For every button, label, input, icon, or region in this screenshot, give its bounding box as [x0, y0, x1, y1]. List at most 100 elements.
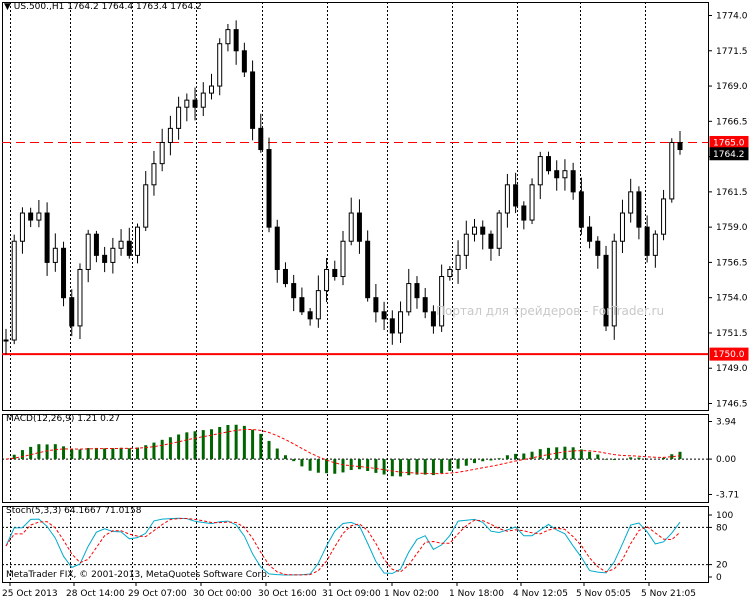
candle-body — [102, 254, 108, 263]
price-axis-label: 1769.0 — [716, 82, 748, 92]
price-tag-current-bg — [709, 147, 749, 161]
candle-body — [52, 247, 58, 263]
candle-body — [3, 339, 9, 342]
candle-body — [192, 99, 198, 108]
candle-body — [266, 149, 272, 228]
candle-body — [241, 50, 247, 73]
candle-body — [28, 212, 34, 221]
candle-body — [315, 290, 321, 320]
candle-body — [562, 170, 568, 179]
candle-body — [430, 311, 436, 327]
candle-body — [110, 247, 116, 263]
candle-body — [406, 283, 412, 313]
candle-body — [554, 170, 560, 179]
time-axis-label: 5 Nov 21:05 — [641, 589, 696, 599]
price-tag-lower-level: 1750.0 — [713, 350, 745, 360]
time-axis-label: 5 Nov 05:05 — [576, 589, 631, 599]
price-tag-upper-level: 1765.0 — [713, 138, 745, 148]
stoch-pane-frame — [2, 506, 709, 583]
candle-body — [603, 254, 609, 327]
candle-body — [488, 233, 494, 249]
candle-body — [299, 297, 305, 313]
time-axis-label: 25 Oct 2013 — [2, 589, 58, 599]
time-axis-label: 30 Oct 16:00 — [258, 589, 317, 599]
candle-body — [159, 141, 165, 165]
candle-body — [167, 127, 173, 143]
stoch-axis-label: 80 — [716, 523, 728, 533]
candle-body — [529, 184, 535, 221]
stoch-axis-label: 100 — [716, 511, 733, 521]
candle-body — [143, 184, 149, 228]
price-axis-label: 1771.5 — [716, 47, 748, 57]
ohlc-readout: 1764.2 1764.4 1763.4 1764.2 — [67, 2, 202, 12]
candle-body — [44, 212, 50, 263]
price-tag-lower-level-bg — [709, 347, 749, 361]
macd-signal-line — [5, 429, 681, 475]
time-axis-label: 1 Nov 18:00 — [449, 589, 504, 599]
candle-body — [184, 99, 190, 108]
stoch-signal-line — [5, 517, 681, 576]
main-header: ▼ US.500.,H1 1764.2 1764.4 1763.4 1764.2 — [4, 2, 202, 13]
price-tag-current: 1764.2 — [713, 150, 745, 160]
macd-axis-label: 0.00 — [716, 455, 736, 465]
candle-body — [274, 226, 280, 270]
candle-body — [118, 240, 124, 249]
candle-body — [447, 268, 453, 278]
candle-body — [398, 311, 404, 334]
candle-body — [324, 268, 330, 292]
candle-body — [496, 212, 502, 249]
candle-body — [578, 191, 584, 228]
macd-axis-label: -3.71 — [716, 491, 739, 501]
candle-body — [677, 141, 683, 151]
macd-axis-label: 3.94 — [716, 418, 736, 428]
candle-body — [19, 212, 25, 242]
time-axis-label: 1 Nov 02:00 — [384, 589, 439, 599]
candle-body — [422, 297, 428, 313]
candle-body — [69, 297, 75, 327]
candle-body — [250, 71, 256, 129]
candle-body — [135, 226, 141, 256]
candle-body — [356, 212, 362, 242]
candle-body — [455, 254, 461, 270]
candle-body — [619, 212, 625, 242]
candle-body — [217, 43, 223, 87]
candle-body — [307, 311, 313, 320]
candle-body — [661, 198, 667, 235]
candle-body — [61, 247, 67, 299]
candle-body — [636, 191, 642, 228]
candle-body — [77, 268, 83, 327]
price-axis-label: 1749.0 — [716, 364, 748, 374]
price-axis-label: 1766.5 — [716, 117, 748, 127]
candle-body — [176, 106, 182, 129]
candle-body — [414, 283, 420, 299]
candle-body — [36, 212, 42, 221]
stoch-main-line — [5, 517, 681, 576]
time-axis-label: 4 Nov 12:05 — [513, 589, 568, 599]
stoch-axis-label: 0 — [716, 573, 722, 583]
candle-body — [587, 226, 593, 242]
candle-body — [545, 156, 551, 172]
candle-body — [669, 141, 675, 200]
candle-body — [11, 240, 17, 341]
macd-header: MACD(12,26,9) 1.21 0.27 — [6, 414, 121, 424]
time-axis-label: 30 Oct 00:00 — [193, 589, 252, 599]
candle-body — [381, 311, 387, 320]
dropdown-marker-icon[interactable]: ▼ — [4, 2, 11, 12]
price-axis-label: 1759.0 — [716, 223, 748, 233]
time-axis-label: 29 Oct 07:00 — [128, 589, 187, 599]
time-axis-label: 28 Oct 14:00 — [66, 589, 125, 599]
candle-body — [570, 170, 576, 193]
candle-body — [348, 212, 354, 242]
candle-body — [537, 156, 543, 186]
candle-body — [644, 226, 650, 256]
symbol-label: US.500.,H1 — [13, 2, 65, 12]
candle-body — [373, 297, 379, 313]
candle-body — [652, 233, 658, 256]
candle-body — [282, 268, 288, 285]
candle-body — [233, 29, 239, 52]
candle-body — [521, 205, 527, 221]
candle-body — [628, 191, 634, 214]
candle-body — [504, 184, 510, 214]
